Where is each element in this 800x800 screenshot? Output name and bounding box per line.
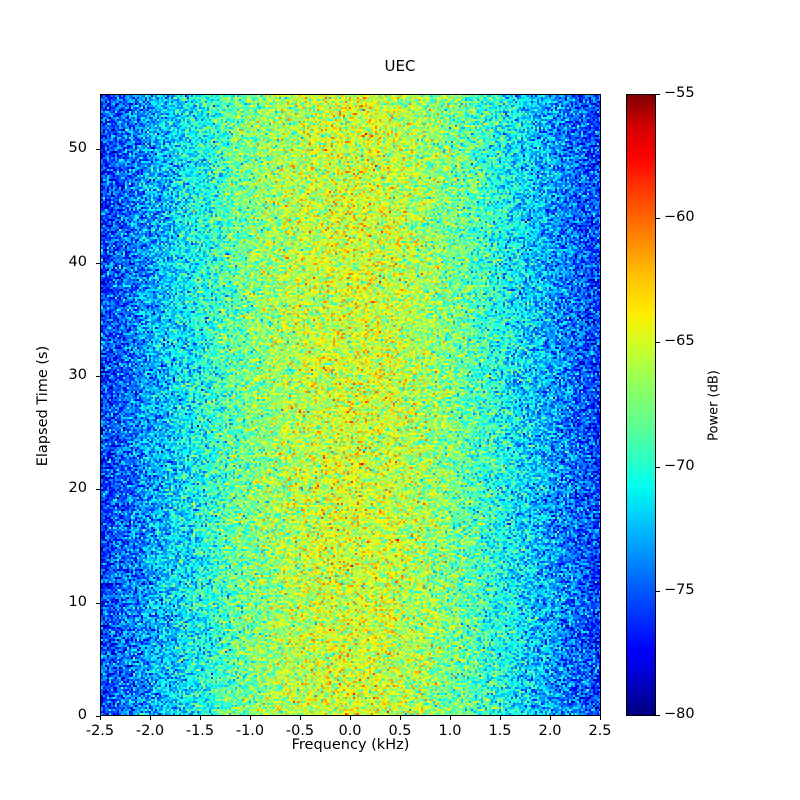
colorbar-tick-mark [656, 94, 660, 95]
colorbar-tick-label: −60 [664, 209, 695, 225]
colorbar-tick-label: −80 [664, 706, 695, 722]
y-tick-mark [96, 603, 100, 604]
x-tick-mark [450, 716, 451, 720]
x-tick-label: -1.5 [185, 723, 215, 739]
x-tick-mark [150, 716, 151, 720]
x-tick-label: -2.5 [85, 723, 115, 739]
x-tick-label: 1.5 [488, 723, 512, 739]
x-tick-label: 0.5 [388, 723, 412, 739]
x-tick-label: 1.0 [438, 723, 462, 739]
x-tick-label: 0.0 [338, 723, 362, 739]
x-tick-label: -2.0 [135, 723, 165, 739]
x-tick-label: -1.0 [235, 723, 265, 739]
y-tick-mark [96, 149, 100, 150]
y-axis-label: Elapsed Time (s) [35, 345, 51, 467]
x-axis-label: Frequency (kHz) [291, 737, 410, 753]
colorbar-tick-mark [656, 467, 660, 468]
colorbar [626, 94, 656, 716]
x-tick-mark [500, 716, 501, 720]
x-tick-mark [300, 716, 301, 720]
title-line-station: UEC [384, 57, 416, 75]
x-tick-mark [100, 716, 101, 720]
colorbar-tick-label: −70 [664, 458, 695, 474]
x-tick-label: -0.5 [285, 723, 315, 739]
y-tick-label: 30 [68, 367, 87, 383]
colorbar-tick-label: −75 [664, 582, 695, 598]
x-tick-mark [250, 716, 251, 720]
x-tick-mark [400, 716, 401, 720]
y-tick-mark [96, 716, 100, 717]
x-tick-mark [200, 716, 201, 720]
x-tick-label: 2.5 [588, 723, 612, 739]
x-tick-mark [550, 716, 551, 720]
colorbar-tick-label: −55 [664, 85, 695, 101]
y-tick-label: 50 [68, 140, 87, 156]
x-tick-label: 2.0 [538, 723, 562, 739]
y-tick-label: 40 [68, 254, 87, 270]
x-tick-mark [600, 716, 601, 720]
colorbar-tick-mark [656, 715, 660, 716]
colorbar-label: Power (dB) [706, 370, 722, 441]
x-tick-mark [350, 716, 351, 720]
colorbar-tick-label: −65 [664, 333, 695, 349]
spectrogram-plot-area [100, 94, 601, 716]
y-tick-label: 0 [77, 707, 87, 723]
y-tick-label: 10 [68, 594, 87, 610]
colorbar-tick-mark [656, 218, 660, 219]
y-tick-mark [96, 263, 100, 264]
y-tick-label: 20 [68, 480, 87, 496]
y-tick-mark [96, 489, 100, 490]
colorbar-tick-mark [656, 591, 660, 592]
colorbar-tick-mark [656, 342, 660, 343]
spectrogram-image [101, 95, 600, 715]
y-tick-mark [96, 376, 100, 377]
